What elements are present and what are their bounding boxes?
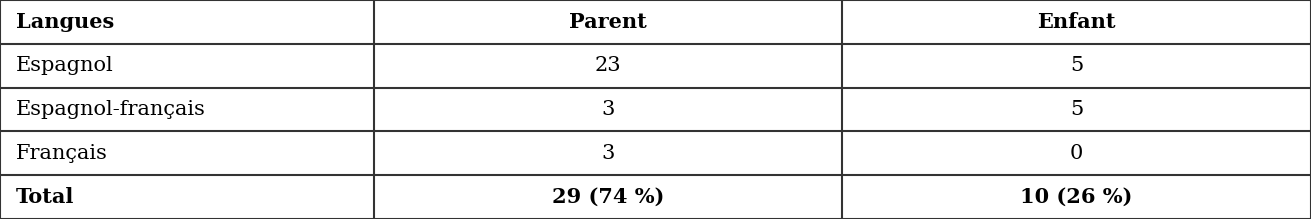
Text: 23: 23 — [595, 56, 621, 75]
Text: Langues: Langues — [16, 12, 114, 32]
Text: 10 (26 %): 10 (26 %) — [1020, 187, 1133, 207]
Text: Espagnol-français: Espagnol-français — [16, 100, 206, 119]
Text: 5: 5 — [1070, 100, 1083, 119]
Text: 5: 5 — [1070, 56, 1083, 75]
Text: Total: Total — [16, 187, 75, 207]
Text: 0: 0 — [1070, 144, 1083, 163]
Text: Espagnol: Espagnol — [16, 56, 114, 75]
Text: 29 (74 %): 29 (74 %) — [552, 187, 665, 207]
Text: 3: 3 — [602, 144, 615, 163]
Text: Français: Français — [16, 144, 108, 163]
Text: Parent: Parent — [569, 12, 646, 32]
Text: 3: 3 — [602, 100, 615, 119]
Text: Enfant: Enfant — [1037, 12, 1116, 32]
